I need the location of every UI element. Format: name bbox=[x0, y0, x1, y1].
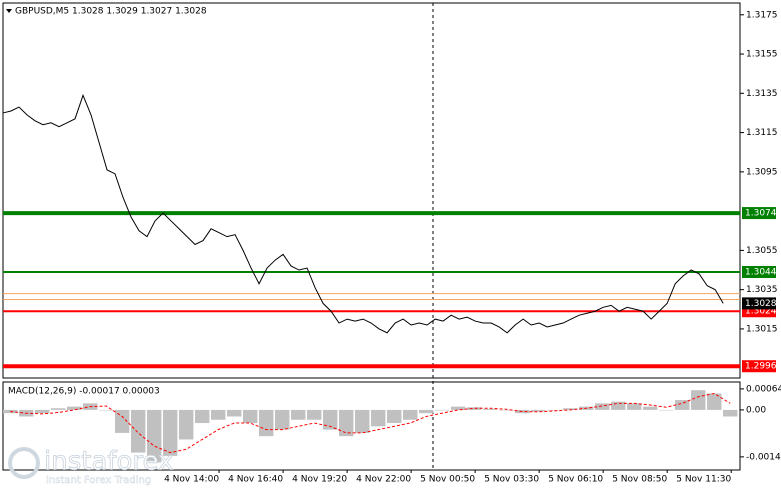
x-tick-label: 4 Nov 19:20 bbox=[292, 475, 347, 485]
level-tag bbox=[742, 265, 776, 278]
level-label: 1.3024 bbox=[745, 307, 777, 317]
macd-bar bbox=[707, 393, 722, 410]
macd-bar bbox=[355, 409, 370, 433]
x-tick-label: 4 Nov 16:40 bbox=[228, 475, 283, 485]
macd-bar bbox=[435, 409, 450, 411]
y-tick-label: 1.3015 bbox=[746, 324, 778, 334]
x-tick-label: 5 Nov 00:50 bbox=[420, 475, 475, 485]
y-tick-label: 1.3155 bbox=[746, 50, 778, 60]
y-tick-label: 1.3095 bbox=[746, 167, 778, 177]
x-tick-label: 5 Nov 06:10 bbox=[548, 475, 603, 485]
macd-y-tick-label: -0.00143 bbox=[746, 452, 781, 462]
macd-bar bbox=[563, 408, 578, 410]
tagline: Instant Forex Trading bbox=[46, 475, 151, 486]
macd-bar bbox=[291, 409, 306, 420]
y-tick-label: 1.3055 bbox=[746, 246, 778, 256]
chart-title: GBPUSD,M5 1.3028 1.3029 1.3027 1.3028 bbox=[15, 7, 207, 17]
macd-bar bbox=[307, 409, 322, 420]
macd-bar bbox=[195, 409, 210, 424]
macd-bar bbox=[419, 409, 434, 414]
macd-signal bbox=[10, 392, 731, 454]
macd-bar bbox=[643, 406, 658, 410]
macd-bar bbox=[179, 409, 194, 440]
level-label: 1.3074 bbox=[745, 209, 777, 219]
macd-bar bbox=[723, 409, 738, 417]
x-tick-label: 5 Nov 03:30 bbox=[484, 475, 539, 485]
x-tick-label: 4 Nov 14:00 bbox=[164, 475, 219, 485]
macd-frame bbox=[2, 381, 741, 471]
x-tick-label: 4 Nov 22:00 bbox=[356, 475, 411, 485]
macd-bar bbox=[275, 409, 290, 430]
macd-bar bbox=[467, 407, 482, 410]
macd-bar bbox=[35, 409, 50, 414]
x-tick-label: 5 Nov 08:50 bbox=[612, 475, 667, 485]
level-label: 1.2996 bbox=[745, 362, 777, 372]
macd-bar bbox=[499, 409, 514, 411]
main-frame bbox=[2, 2, 741, 379]
logo-icon bbox=[8, 447, 40, 479]
macd-bar bbox=[483, 408, 498, 410]
macd-bar bbox=[243, 409, 258, 424]
y-tick-label: 1.3115 bbox=[746, 128, 778, 138]
macd-bar bbox=[547, 409, 562, 411]
macd-bar bbox=[675, 400, 690, 410]
bid-tag bbox=[742, 297, 776, 310]
macd-bar bbox=[659, 409, 674, 411]
watermark: instaforex Instant Forex Trading bbox=[8, 446, 174, 486]
macd-bar bbox=[531, 409, 546, 412]
macd-bar bbox=[627, 403, 642, 410]
y-tick-label: 1.3135 bbox=[746, 89, 778, 99]
macd-bar bbox=[99, 409, 114, 411]
macd-bar bbox=[115, 409, 130, 433]
macd-y-tick-label: 0.00 bbox=[746, 405, 766, 415]
bid-label: 1.3028 bbox=[745, 299, 777, 309]
macd-bar bbox=[371, 409, 386, 427]
macd-bar bbox=[227, 409, 242, 417]
macd-label: MACD(12,26,9) -0.00017 0.00003 bbox=[8, 387, 160, 397]
macd-bar bbox=[595, 403, 610, 410]
macd-bar bbox=[323, 409, 338, 430]
y-tick-label: 1.3035 bbox=[746, 285, 778, 295]
macd-bar bbox=[259, 409, 274, 437]
macd-bar bbox=[51, 408, 66, 410]
level-label: 1.3044 bbox=[745, 267, 777, 277]
macd-y-tick-label: 0.00064 bbox=[746, 384, 781, 394]
macd-bar bbox=[451, 406, 466, 410]
macd-bar bbox=[403, 409, 418, 420]
price-line-series bbox=[2, 93, 724, 334]
x-tick-label: 5 Nov 11:30 bbox=[676, 475, 731, 485]
macd-bar bbox=[147, 409, 162, 463]
level-tag bbox=[742, 360, 776, 373]
level-tag bbox=[742, 207, 776, 220]
macd-bar bbox=[339, 409, 354, 437]
macd-bar bbox=[691, 390, 706, 410]
macd-bar bbox=[611, 401, 626, 410]
macd-bar bbox=[131, 409, 146, 453]
brand: instaforex bbox=[44, 447, 173, 477]
macd-bar bbox=[211, 409, 226, 420]
symbol-arrow bbox=[6, 9, 12, 13]
y-tick-label: 1.3175 bbox=[746, 10, 778, 20]
macd-bar bbox=[67, 406, 82, 410]
macd-bar bbox=[163, 409, 178, 456]
macd-bar bbox=[387, 409, 402, 424]
